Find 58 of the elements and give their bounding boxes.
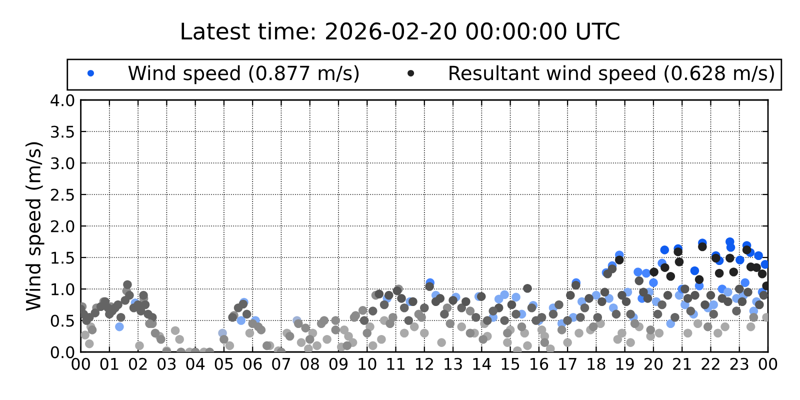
point [690, 266, 700, 276]
point [660, 246, 670, 254]
x-tick-label: 13 [444, 358, 462, 370]
y-tick-label: 1.0 [52, 283, 74, 296]
x-tick-label: 16 [530, 358, 548, 370]
point [711, 254, 720, 263]
legend-label: Wind speed (0.877 m/s) [128, 65, 359, 84]
x-tick-label: 05 [214, 358, 233, 370]
point [698, 242, 707, 252]
point [726, 243, 736, 252]
point [674, 258, 684, 266]
point [666, 272, 676, 281]
x-tick-label: 19 [616, 358, 634, 370]
x-tick-label: 15 [502, 358, 520, 370]
x-tick-label: 04 [186, 358, 205, 370]
y-tick-label: 0.0 [50, 346, 74, 358]
chart-title: Latest time: 2026-02-20 00:00:00 UTC [182, 22, 620, 40]
x-tick-label: 17 [559, 358, 576, 370]
x-tick-label: 14 [473, 358, 491, 370]
x-tick-label: 12 [416, 358, 433, 370]
x-tick-label: 23 [730, 358, 748, 370]
point [752, 263, 761, 272]
point [729, 268, 738, 276]
x-tick-label: 08 [300, 358, 319, 370]
x-tick-label: 22 [702, 358, 720, 370]
y-tick-label: 2.5 [51, 188, 74, 201]
point [758, 269, 767, 278]
x-tick-label: 01 [100, 358, 118, 370]
point [736, 256, 744, 264]
point [694, 275, 704, 284]
y-tick-label: 0.5 [50, 314, 74, 327]
point [726, 254, 734, 263]
x-tick-label: 18 [588, 358, 606, 370]
x-tick-label: 09 [329, 358, 348, 370]
point [754, 251, 763, 260]
point [674, 247, 682, 256]
y-tick-label: 1.5 [52, 252, 74, 264]
x-tick-label: 10 [358, 358, 376, 370]
y-tick-label: 3.5 [51, 126, 74, 138]
x-tick-label: 11 [387, 358, 404, 370]
y-tick-label: 2.0 [51, 220, 74, 232]
point [660, 263, 670, 272]
y-axis-title: Wind speed (m/s) [25, 142, 44, 311]
point [650, 268, 658, 276]
x-tick-label: 00 [758, 358, 778, 370]
point [742, 246, 752, 254]
x-tick-label: 07 [272, 358, 290, 370]
point [714, 268, 724, 278]
x-tick-label: 20 [644, 358, 663, 370]
x-tick-label: 00 [72, 358, 90, 370]
x-tick-label: 06 [243, 358, 262, 370]
legend-label: Resultant wind speed (0.628 m/s) [450, 65, 774, 84]
x-tick-label: 02 [128, 358, 147, 370]
y-tick-label: 4.0 [50, 94, 74, 106]
x-tick-label: 03 [158, 358, 176, 370]
x-tick-label: 21 [673, 358, 691, 370]
point [615, 256, 624, 264]
y-tick-label: 3.0 [51, 157, 74, 170]
